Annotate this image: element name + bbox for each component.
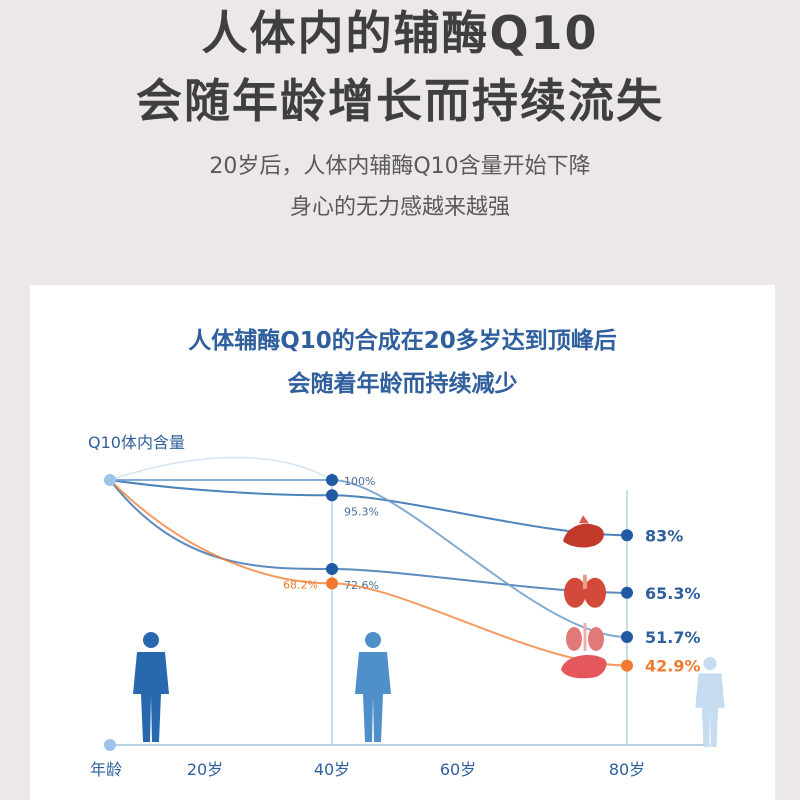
heart-shape <box>563 523 604 548</box>
decorative-arc <box>109 456 333 481</box>
x-axis-label: 年龄 <box>90 760 122 779</box>
person-head <box>703 657 717 671</box>
data-label: 51.7% <box>645 628 701 647</box>
kidney-icon <box>566 622 604 651</box>
data-label: 68.2% <box>283 578 318 591</box>
lung-left <box>564 577 586 608</box>
liver-shape <box>561 655 607 679</box>
data-point <box>621 659 633 672</box>
x-axis-origin-dot <box>104 739 116 751</box>
subtitle-line-2: 身心的无力感越来越强 <box>289 195 510 220</box>
adult-figure-20 <box>133 632 169 742</box>
data-point <box>326 577 338 590</box>
trachea <box>583 574 587 589</box>
adult-figure-40 <box>355 632 391 742</box>
data-point <box>621 529 633 542</box>
series-line <box>110 479 628 638</box>
chart-subtitle: 会随着年龄而持续减少 <box>287 371 518 397</box>
chart-card: 人体辅酶Q10的合成在20多岁达到顶峰后 会随着年龄而持续减少 Q10体内含量年… <box>30 285 775 800</box>
liver-icon <box>561 655 607 679</box>
kidney-right <box>588 626 604 651</box>
data-label: 42.9% <box>645 657 701 676</box>
data-point <box>326 563 338 576</box>
kidney-left <box>566 626 582 651</box>
person-head <box>365 632 381 648</box>
heart-vessel <box>579 515 589 524</box>
lungs-icon <box>564 574 606 608</box>
x-tick-label: 20岁 <box>187 760 223 779</box>
x-tick-label: 60岁 <box>440 760 476 779</box>
person-body <box>133 652 169 742</box>
heart-icon <box>563 515 604 548</box>
elderly-figure-80 <box>695 657 725 747</box>
data-label: 65.3% <box>645 584 701 603</box>
data-label: 100% <box>344 475 375 488</box>
y-axis-label: Q10体内含量 <box>88 433 185 452</box>
headline-line-1: 人体内的辅酶Q10 <box>201 6 599 60</box>
data-point <box>326 474 338 486</box>
data-point <box>621 630 633 643</box>
origin-point <box>104 474 116 486</box>
series-line <box>109 479 628 537</box>
data-point <box>326 489 338 502</box>
data-label: 83% <box>645 526 683 545</box>
lung-right <box>584 577 606 608</box>
data-label: 95.3% <box>344 505 379 518</box>
chart-title: 人体辅酶Q10的合成在20多岁达到顶峰后 <box>188 328 617 354</box>
person-body <box>355 652 391 742</box>
person-body <box>695 673 725 747</box>
x-tick-label: 40岁 <box>314 760 350 779</box>
headline-line-2: 会随年龄增长而持续流失 <box>136 74 664 128</box>
subtitle-line-1: 20岁后，人体内辅酶Q10含量开始下降 <box>209 154 591 179</box>
x-tick-label: 80岁 <box>609 760 645 779</box>
person-head <box>143 632 159 648</box>
vessel <box>583 622 587 651</box>
data-point <box>621 586 633 599</box>
